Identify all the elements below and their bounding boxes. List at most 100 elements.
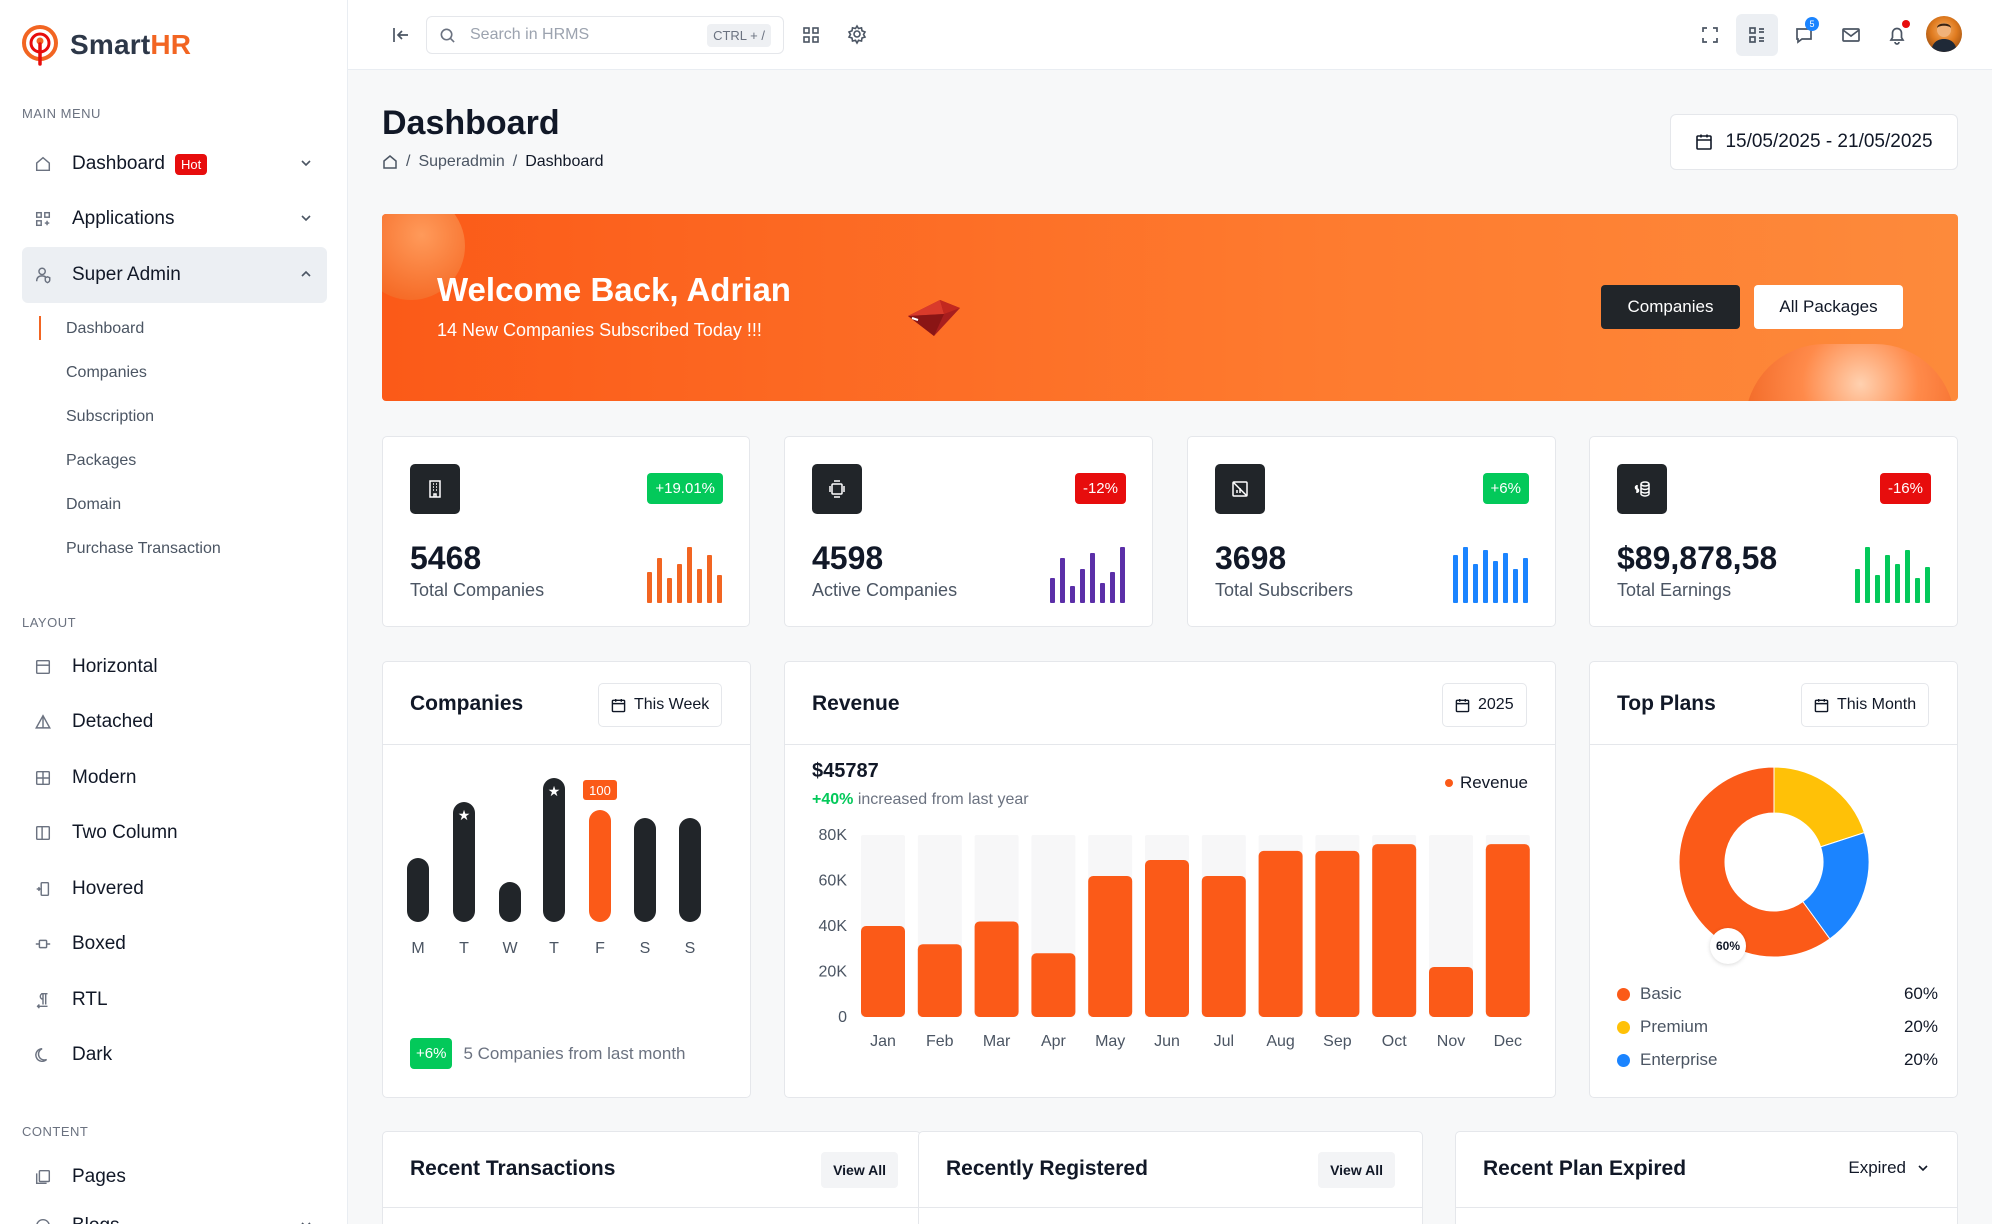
breadcrumb: / Superadmin / Dashboard (382, 153, 603, 171)
sidebar-item-detached[interactable]: Detached (22, 694, 327, 750)
bar[interactable] (1145, 860, 1189, 1017)
donut-center-label: 60% (1710, 928, 1746, 964)
sub-item-packages[interactable]: Packages (66, 452, 137, 469)
chevron-down-icon[interactable] (299, 1218, 313, 1224)
coins-icon (1617, 464, 1667, 514)
home-icon[interactable] (382, 154, 398, 170)
brand-name: Smart (70, 29, 151, 60)
sparkline-bar (1875, 575, 1880, 603)
card-title: Recent Transactions (410, 1157, 616, 1180)
month-filter-button[interactable]: This Month (1801, 683, 1930, 727)
grid-icon[interactable] (800, 24, 822, 46)
collapse-sidebar-icon[interactable] (390, 24, 412, 46)
x-tick-label: Oct (1382, 1033, 1407, 1050)
x-tick-label: F (595, 940, 605, 957)
sidebar-item-dark[interactable]: Dark (22, 1027, 327, 1083)
layout-toggle-button[interactable] (1736, 14, 1778, 56)
bar[interactable] (453, 802, 475, 922)
search-box[interactable]: Search in HRMS CTRL + / (426, 16, 784, 54)
bar[interactable] (1088, 875, 1133, 1017)
bar[interactable] (1372, 844, 1417, 1017)
mail-icon[interactable] (1840, 24, 1862, 46)
stat-card-total-subscribers: +6% 3698 Total Subscribers (1187, 436, 1556, 627)
star-icon: ★ (548, 783, 561, 799)
change-badge: -12% (1074, 473, 1126, 504)
sidebar-item-applications[interactable]: Applications (22, 191, 327, 247)
week-filter-button[interactable]: This Week (598, 683, 723, 727)
chart-off-icon (1215, 464, 1265, 514)
year-filter-button[interactable]: 2025 (1442, 683, 1527, 727)
bar[interactable] (1315, 850, 1360, 1017)
view-all-button[interactable]: View All (821, 1152, 898, 1188)
sparkline-bar (1463, 547, 1468, 603)
bar[interactable] (1258, 850, 1303, 1017)
chevron-down-icon[interactable] (299, 156, 313, 170)
brand-name-accent: HR (150, 29, 192, 60)
sidebar-item-horizontal[interactable]: Horizontal (22, 639, 327, 695)
sidebar-item-boxed[interactable]: Boxed (22, 916, 327, 972)
bar[interactable] (499, 882, 521, 922)
slice-premium[interactable] (1773, 766, 1865, 848)
sparkline-bars (1050, 547, 1125, 603)
bar[interactable] (634, 818, 656, 922)
bar[interactable] (917, 944, 962, 1017)
fullscreen-icon[interactable] (1699, 24, 1721, 46)
filter-label: This Month (1837, 696, 1917, 713)
user-avatar[interactable] (1926, 16, 1962, 52)
sub-item-dashboard[interactable]: Dashboard (66, 320, 145, 337)
sub-item-subscription[interactable]: Subscription (66, 408, 155, 425)
settings-icon[interactable] (847, 24, 869, 46)
sidebar-item-label: Boxed (72, 933, 126, 954)
view-all-button[interactable]: View All (1318, 1152, 1395, 1188)
card-title: Recent Plan Expired (1483, 1157, 1687, 1180)
sparkline-bar (1855, 569, 1860, 603)
search-input[interactable]: Search in HRMS (470, 26, 590, 43)
sidebar-item-blogs[interactable]: Blogs (22, 1198, 327, 1224)
bar[interactable] (407, 858, 429, 922)
bar[interactable] (679, 818, 701, 922)
companies-button[interactable]: Companies (1601, 285, 1740, 329)
sidebar-item-hovered[interactable]: Hovered (22, 861, 327, 917)
bar[interactable] (1429, 966, 1473, 1017)
sidebar-item-modern[interactable]: Modern (22, 750, 327, 806)
calendar-icon (611, 698, 626, 712)
stat-card-total-companies: +19.01% 5468 Total Companies (382, 436, 750, 627)
x-tick-label: S (685, 940, 696, 957)
bar[interactable] (861, 926, 905, 1017)
all-packages-button[interactable]: All Packages (1754, 285, 1903, 329)
sparkline-bars (1855, 547, 1930, 603)
chevron-down-icon[interactable] (299, 211, 313, 225)
bell-icon[interactable] (1886, 24, 1908, 46)
sparkline-bar (1523, 558, 1528, 603)
sidebar-item-label: Detached (72, 711, 154, 732)
sidebar-item-super-admin[interactable]: Super Admin (22, 247, 327, 303)
sparkline-bar (717, 575, 722, 603)
bar[interactable] (1485, 844, 1530, 1017)
sidebar-item-rtl[interactable]: RTL (22, 972, 327, 1028)
legend-dot (1444, 779, 1453, 787)
search-icon (440, 28, 455, 43)
bar[interactable] (543, 778, 565, 922)
chevron-up-icon[interactable] (299, 267, 313, 281)
sidebar-item-two-column[interactable]: Two Column (22, 805, 327, 861)
sub-item-domain[interactable]: Domain (66, 496, 122, 513)
sidebar-item-dashboard[interactable]: Dashboard Hot (22, 136, 327, 192)
expired-dropdown[interactable]: Expired (1848, 1158, 1930, 1178)
sub-item-companies[interactable]: Companies (66, 364, 147, 381)
sub-item-purchase-transaction[interactable]: Purchase Transaction (66, 540, 221, 557)
card-title: Revenue (812, 692, 900, 715)
legend-dot (1617, 1020, 1630, 1034)
bar[interactable] (1201, 875, 1246, 1017)
x-tick-label: Nov (1437, 1033, 1465, 1050)
bar[interactable] (974, 921, 1019, 1017)
brand-logo[interactable]: SmartHR (20, 22, 191, 68)
legend-dot (1617, 987, 1630, 1001)
sparkline-bar (1865, 547, 1870, 603)
date-range-picker[interactable]: 15/05/2025 - 21/05/2025 (1670, 114, 1958, 170)
star-icon: ★ (458, 807, 471, 823)
bar[interactable] (1031, 953, 1076, 1017)
legend-label: Enterprise (1640, 1050, 1718, 1069)
sidebar-item-pages[interactable]: Pages (22, 1149, 327, 1205)
bar[interactable] (589, 810, 611, 922)
breadcrumb-link[interactable]: Superadmin (418, 153, 505, 170)
